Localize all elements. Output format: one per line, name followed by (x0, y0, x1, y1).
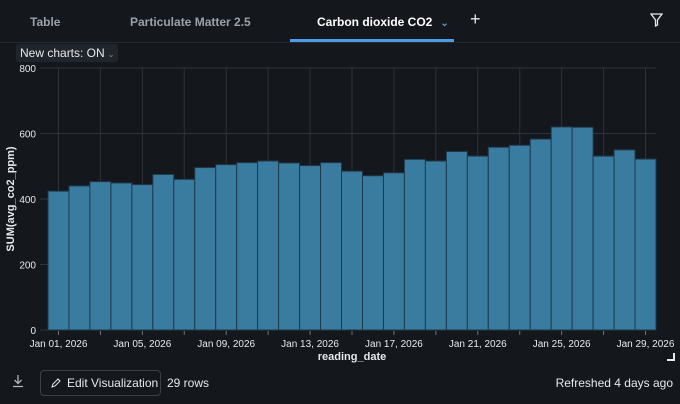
bar (299, 165, 322, 331)
bar (634, 158, 657, 331)
filter-icon[interactable] (649, 13, 664, 32)
y-tick-label: 600 (19, 130, 36, 141)
edit-visualization-label: Edit Visualization (67, 376, 159, 390)
plus-icon[interactable]: + (470, 9, 481, 29)
bar (550, 126, 573, 331)
bar (403, 158, 426, 331)
y-tick-label: 200 (19, 261, 36, 272)
y-tick-label: 800 (19, 64, 36, 75)
bar (131, 184, 154, 331)
tab-bar: Table Particulate Matter 2.5 Carbon diox… (0, 0, 680, 43)
x-axis-label: reading_date (318, 351, 386, 363)
tab-label: Carbon dioxide CO2 (317, 15, 433, 29)
bar (257, 160, 280, 331)
x-tick-label: Jan 21, 2026 (449, 339, 507, 350)
refreshed-status: Refreshed 4 days ago (555, 376, 673, 390)
x-tick-label: Jan 29, 2026 (617, 339, 675, 350)
bar (445, 151, 468, 331)
chevron-down-icon[interactable]: ⌄ (440, 18, 449, 29)
y-tick-label: 0 (30, 326, 36, 337)
x-tick-label: Jan 01, 2026 (30, 339, 88, 350)
bar (361, 175, 384, 331)
bar (424, 160, 447, 331)
x-tick-label: Jan 09, 2026 (197, 339, 255, 350)
new-charts-toggle[interactable]: New charts: ON ⌄ (16, 44, 119, 62)
bar (487, 146, 510, 331)
pencil-icon (51, 378, 61, 388)
x-tick-label: Jan 25, 2026 (533, 339, 591, 350)
bar (47, 190, 70, 331)
x-tick-label: Jan 17, 2026 (365, 339, 423, 350)
y-tick-label: 400 (19, 195, 36, 206)
bar (571, 126, 594, 331)
download-icon[interactable] (12, 374, 24, 393)
chevron-down-icon: ⌄ (107, 50, 115, 59)
resize-handle[interactable] (667, 353, 675, 361)
bar (89, 181, 112, 331)
bar (68, 185, 91, 331)
row-count: 29 rows (167, 376, 210, 390)
bar (215, 164, 238, 331)
x-tick-label: Jan 05, 2026 (113, 339, 171, 350)
bar (110, 182, 133, 331)
bar (320, 162, 343, 331)
tab-particulate-matter[interactable]: Particulate Matter 2.5 (130, 0, 251, 42)
bar (382, 172, 405, 331)
bar (173, 178, 196, 331)
tab-carbon-dioxide[interactable]: Carbon dioxide CO2 ⌄ (290, 0, 454, 42)
edit-visualization-button[interactable]: Edit Visualization (40, 370, 161, 396)
x-tick-label: Jan 13, 2026 (281, 339, 339, 350)
tab-table[interactable]: Table (30, 0, 60, 42)
bar (194, 167, 217, 331)
bar (341, 170, 363, 331)
bar (278, 162, 301, 331)
tab-label: Particulate Matter 2.5 (130, 15, 251, 29)
bar (236, 162, 259, 331)
bar (466, 155, 489, 331)
y-axis-label: SUM(avg_co2_ppm) (5, 146, 17, 251)
bar (592, 155, 615, 331)
bar (152, 173, 175, 331)
bar (508, 144, 531, 331)
bar (613, 149, 636, 331)
tab-label: Table (30, 15, 61, 29)
new-charts-label: New charts: ON (20, 46, 105, 60)
bar (529, 138, 552, 331)
